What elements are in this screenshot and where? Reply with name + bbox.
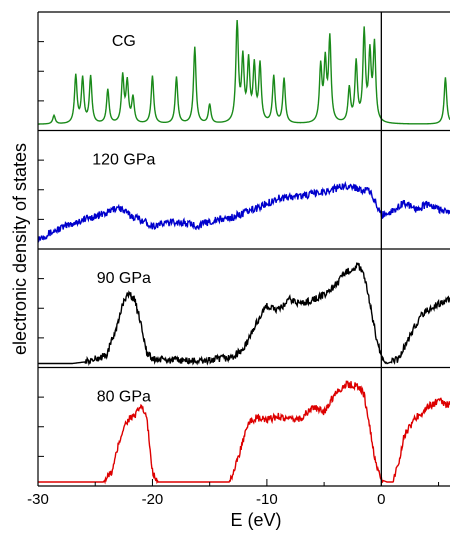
x-axis-label: E (eV)	[230, 510, 281, 530]
panel-label: 90 GPa	[97, 270, 151, 287]
panel-label: CG	[112, 33, 136, 50]
x-tick-label: -20	[142, 491, 164, 508]
panel-label: 80 GPa	[97, 389, 151, 406]
y-axis-label: electronic density of states	[10, 143, 30, 355]
panel-label: 120 GPa	[92, 152, 155, 169]
x-tick-label: 0	[377, 491, 385, 508]
x-tick-label: -10	[256, 491, 278, 508]
x-tick-label: -30	[27, 491, 49, 508]
x-axis-ticks: -30 -20 -10 0	[27, 479, 440, 508]
series-line-0	[37, 19, 450, 125]
series-line-1	[37, 180, 450, 243]
panels-layer: CG 120 GPa 90 GPa 80 GPa	[37, 19, 450, 485]
